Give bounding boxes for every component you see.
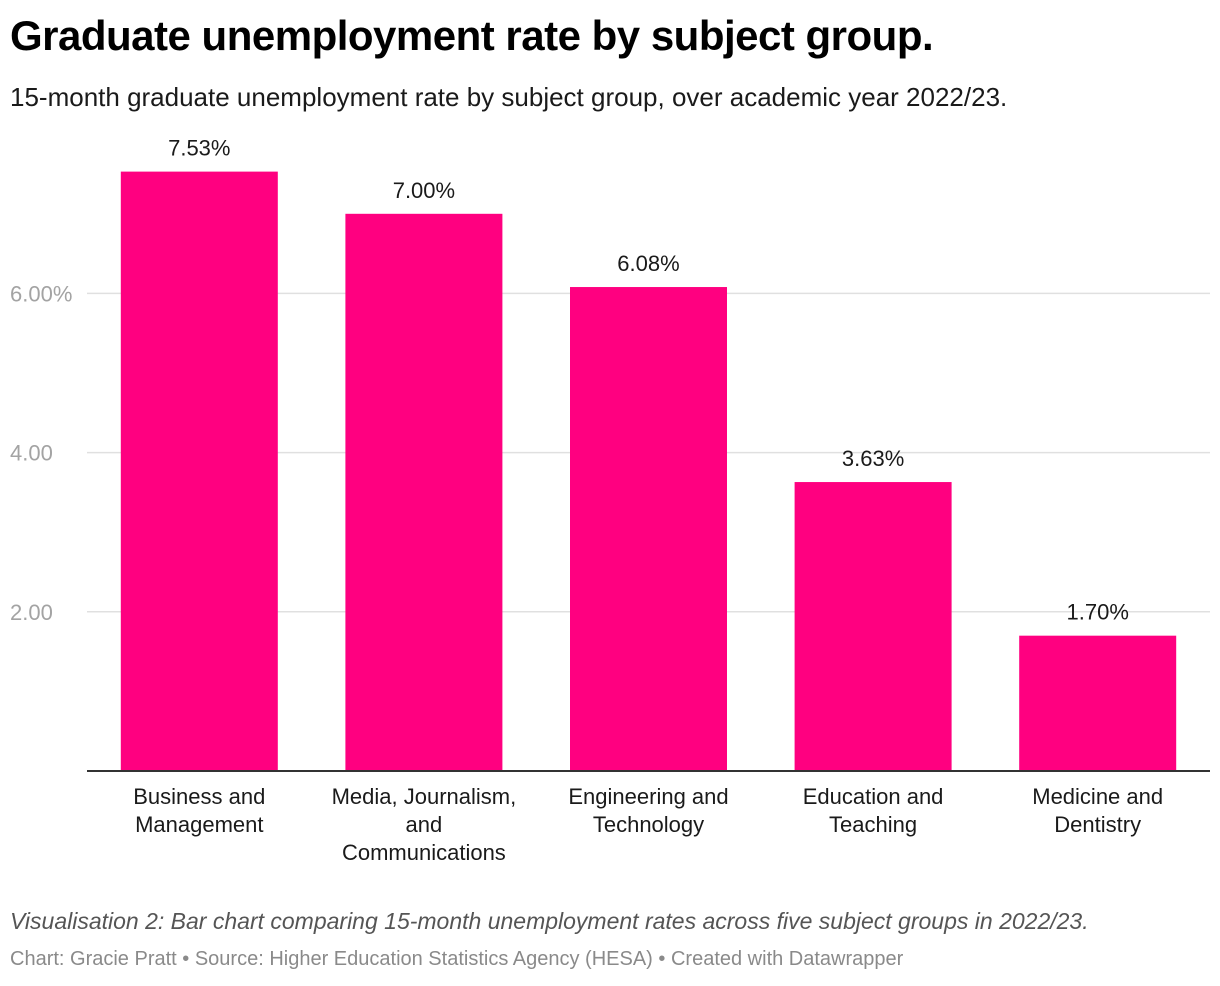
chart-title: Graduate unemployment rate by subject gr… <box>10 12 934 59</box>
bar-value-label: 1.70% <box>1067 600 1129 625</box>
bar <box>1019 635 1177 771</box>
x-tick-label-line: Business and <box>133 784 265 809</box>
bar-value-label: 7.53% <box>168 136 230 161</box>
x-tick-label: Medicine and Dentistry <box>1032 784 1163 837</box>
credit-separator: • <box>176 948 195 970</box>
x-tick-label-line: Dentistry <box>1054 812 1141 837</box>
x-tick-label-line: Communications <box>342 840 506 865</box>
x-tick-label-line: Technology <box>593 812 704 837</box>
credit-separator: • <box>652 948 671 970</box>
bar <box>345 213 503 772</box>
chart-subtitle: 15-month graduate unemployment rate by s… <box>10 82 1008 112</box>
credit-datawrapper: Created with Datawrapper <box>670 948 904 970</box>
credit-source: Source: Higher Education Statistics Agen… <box>194 948 653 970</box>
x-tick-label: Education and Teaching <box>803 784 944 837</box>
x-tick-label: Engineering and Technology <box>568 784 728 837</box>
x-tick-label-line: Medicine and <box>1032 784 1163 809</box>
x-axis-tick-labels: Business and Management Media, Journalism,… <box>133 784 1163 865</box>
y-tick-label: 4.00 <box>10 441 53 466</box>
x-tick-label: Business and Management <box>133 784 265 837</box>
bar <box>794 482 952 771</box>
bars <box>120 171 1177 772</box>
bar-value-labels: 7.53% 7.00% 6.08% 3.63% 1.70% <box>168 136 1129 625</box>
chart-caption: Visualisation 2: Bar chart comparing 15-… <box>10 908 1089 934</box>
x-tick-label-line: Management <box>135 812 263 837</box>
bar-value-label: 6.08% <box>617 251 679 276</box>
credit-author: Chart: Gracie Pratt <box>10 948 177 970</box>
chart-credits: Chart: Gracie Pratt • Source: Higher Edu… <box>10 948 903 971</box>
x-tick-label: Media, Journalism, and Communications <box>332 784 517 865</box>
x-tick-label-line: Media, Journalism, <box>332 784 517 809</box>
bar-value-label: 3.63% <box>842 446 904 471</box>
y-tick-label: 2.00 <box>10 600 53 625</box>
x-tick-label-line: Engineering and <box>568 784 728 809</box>
y-axis-tick-labels: 2.00 4.00 6.00% <box>10 281 72 624</box>
bar-value-label: 7.00% <box>393 178 455 203</box>
bar <box>120 171 278 771</box>
bar-chart: 2.004.006.00% 7.53%7.00%6.08%3.63%1.70% … <box>10 136 1210 865</box>
x-tick-label-line: Teaching <box>829 812 917 837</box>
bar <box>570 287 727 771</box>
x-tick-label-line: Education and <box>803 784 944 809</box>
y-tick-label: 6.00% <box>10 281 72 306</box>
x-tick-label-line: and <box>406 812 443 837</box>
